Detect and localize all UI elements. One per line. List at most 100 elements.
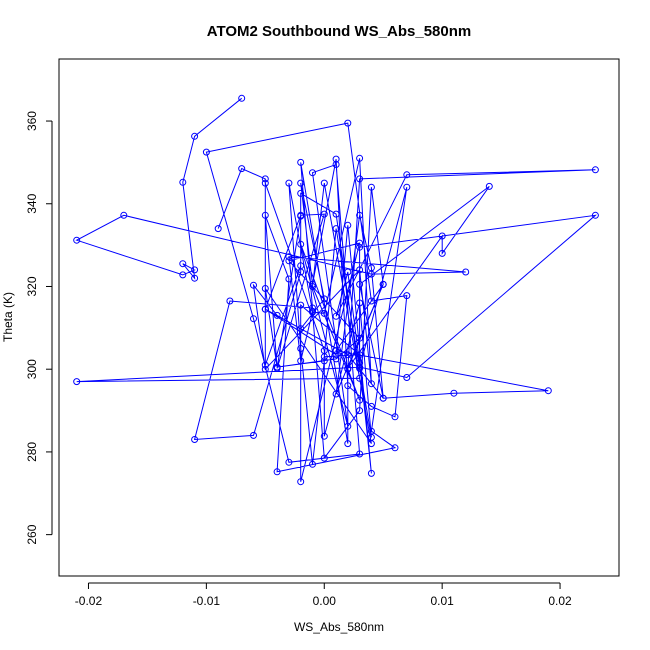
data-point [297,158,305,166]
data-point [344,382,352,390]
data-point [191,274,199,282]
data-point [261,211,269,219]
data-point [356,175,364,183]
data-point [309,280,316,288]
data-point [202,148,210,156]
data-point [356,299,364,307]
data-point [285,458,293,466]
data-point [344,351,352,359]
data-point [403,374,411,381]
data-point [485,182,493,190]
data-point [297,240,305,248]
data-point [356,374,364,382]
data-point [309,307,316,315]
y-tick-label: 320 [25,276,39,296]
data-series [73,94,599,486]
data-point [261,285,269,292]
data-point [367,427,375,435]
data-point [250,315,257,323]
data-point [344,364,352,372]
x-tick-label: -0.01 [193,594,221,608]
data-point [297,179,305,187]
data-point [591,166,599,174]
x-tick-label: 0.01 [430,594,454,608]
data-point [438,249,446,257]
data-point [261,175,269,183]
data-point [179,260,187,268]
data-point [320,210,328,218]
y-axis: 260 280 300 320 340 360 [25,111,53,545]
data-point [332,347,340,355]
y-tick-label: 260 [25,524,39,544]
data-point [332,355,340,363]
data-point [285,275,293,283]
data-point [332,225,340,233]
data-point [462,268,470,276]
data-point [261,365,269,373]
data-point [320,432,328,440]
data-point [379,394,387,402]
data-point [285,257,293,265]
data-point [591,211,599,219]
data-point [544,387,552,395]
data-point [273,364,281,372]
data-point [403,292,411,300]
data-point [273,311,281,319]
data-point [120,211,128,219]
data-point [73,378,81,386]
data-point [356,359,364,367]
data-point [367,297,375,305]
data-point [250,431,257,439]
data-point [285,179,293,187]
data-point [297,357,305,365]
data-point [391,413,399,421]
data-point [238,94,246,102]
data-point [297,301,305,309]
data-point [309,283,316,290]
y-tick-label: 280 [25,442,39,462]
data-point [356,334,364,342]
x-tick-label: 0.02 [548,594,572,608]
data-point [344,119,352,127]
data-point [179,271,187,279]
data-point [344,440,352,448]
data-point [285,253,293,261]
data-point [191,436,199,443]
data-point [403,183,411,191]
data-point [309,304,316,312]
data-point [320,295,328,303]
data-point [250,281,257,289]
data-point [332,351,340,359]
y-axis-label: Theta (K) [1,292,15,342]
data-point [356,239,364,247]
data-point [179,178,187,186]
data-point [356,407,364,415]
data-point [191,132,199,140]
data-point [356,450,364,458]
x-tick-label: -0.02 [75,594,103,608]
data-point [261,361,269,369]
data-point [367,264,375,272]
data-point [356,266,364,274]
data-point [367,183,375,191]
data-point [320,309,328,317]
data-point [297,262,305,270]
data-point [320,357,328,365]
data-point [379,280,387,288]
y-tick-label: 360 [25,111,39,131]
data-point [356,364,364,372]
data-point [297,212,305,220]
data-point [73,236,81,244]
data-point [356,396,364,404]
x-axis: -0.02 -0.01 0.00 0.01 0.02 [75,582,572,608]
data-point [297,189,305,197]
data-point [356,211,364,219]
data-point [320,454,328,462]
data-point [332,390,340,398]
data-point [344,422,352,430]
data-point [226,297,234,305]
chart-title: ATOM2 Southbound WS_Abs_580nm [207,23,471,40]
data-point [238,165,246,173]
data-point [344,268,352,276]
